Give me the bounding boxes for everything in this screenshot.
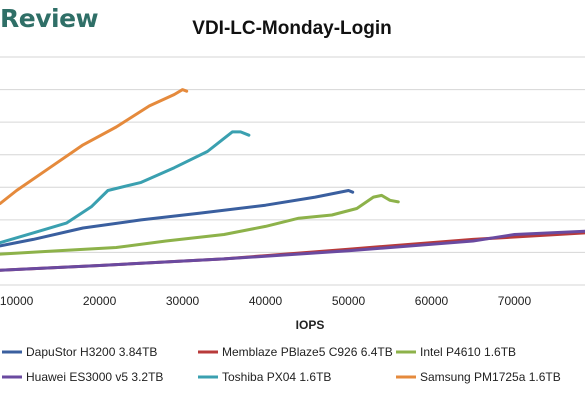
- chart-title: VDI-LC-Monday-Login: [192, 18, 391, 39]
- x-tick-label: 30000: [166, 294, 200, 308]
- x-tick-label: 70000: [498, 294, 532, 308]
- series-line: [0, 130, 251, 245]
- legend-label: Intel P4610 1.6TB: [420, 345, 516, 359]
- legend-item: Intel P4610 1.6TB: [396, 345, 516, 359]
- series-line: [0, 193, 400, 256]
- series-lines: [0, 88, 585, 272]
- x-tick-label: 40000: [249, 294, 283, 308]
- series-line: [0, 88, 189, 206]
- legend-item: Samsung PM1725a 1.6TB: [396, 370, 561, 384]
- x-tick-label: 20000: [83, 294, 117, 308]
- legend-label: Samsung PM1725a 1.6TB: [420, 370, 561, 384]
- legend-label: Toshiba PX04 1.6TB: [222, 370, 331, 384]
- gridlines: [0, 56, 585, 286]
- x-tick-label: 10000: [0, 294, 34, 308]
- legend-item: Huawei ES3000 v5 3.2TB: [2, 370, 163, 384]
- x-tick-label: 50000: [332, 294, 366, 308]
- legend-item: Memblaze PBlaze5 C926 6.4TB: [198, 345, 393, 359]
- legend-label: DapuStor H3200 3.84TB: [26, 345, 157, 359]
- series-line: [0, 229, 585, 272]
- x-tick-label: 60000: [415, 294, 449, 308]
- legend: DapuStor H3200 3.84TB Memblaze PBlaze5 C9…: [2, 345, 561, 384]
- brand-logo: Review: [0, 4, 99, 33]
- x-axis-ticks: 10000 20000 30000 40000 50000 60000 70000: [0, 294, 531, 308]
- legend-label: Memblaze PBlaze5 C926 6.4TB: [222, 345, 393, 359]
- x-axis-label: IOPS: [296, 318, 325, 332]
- series-line: [0, 189, 355, 248]
- legend-label: Huawei ES3000 v5 3.2TB: [26, 370, 163, 384]
- legend-item: DapuStor H3200 3.84TB: [2, 345, 157, 359]
- legend-item: Toshiba PX04 1.6TB: [198, 370, 331, 384]
